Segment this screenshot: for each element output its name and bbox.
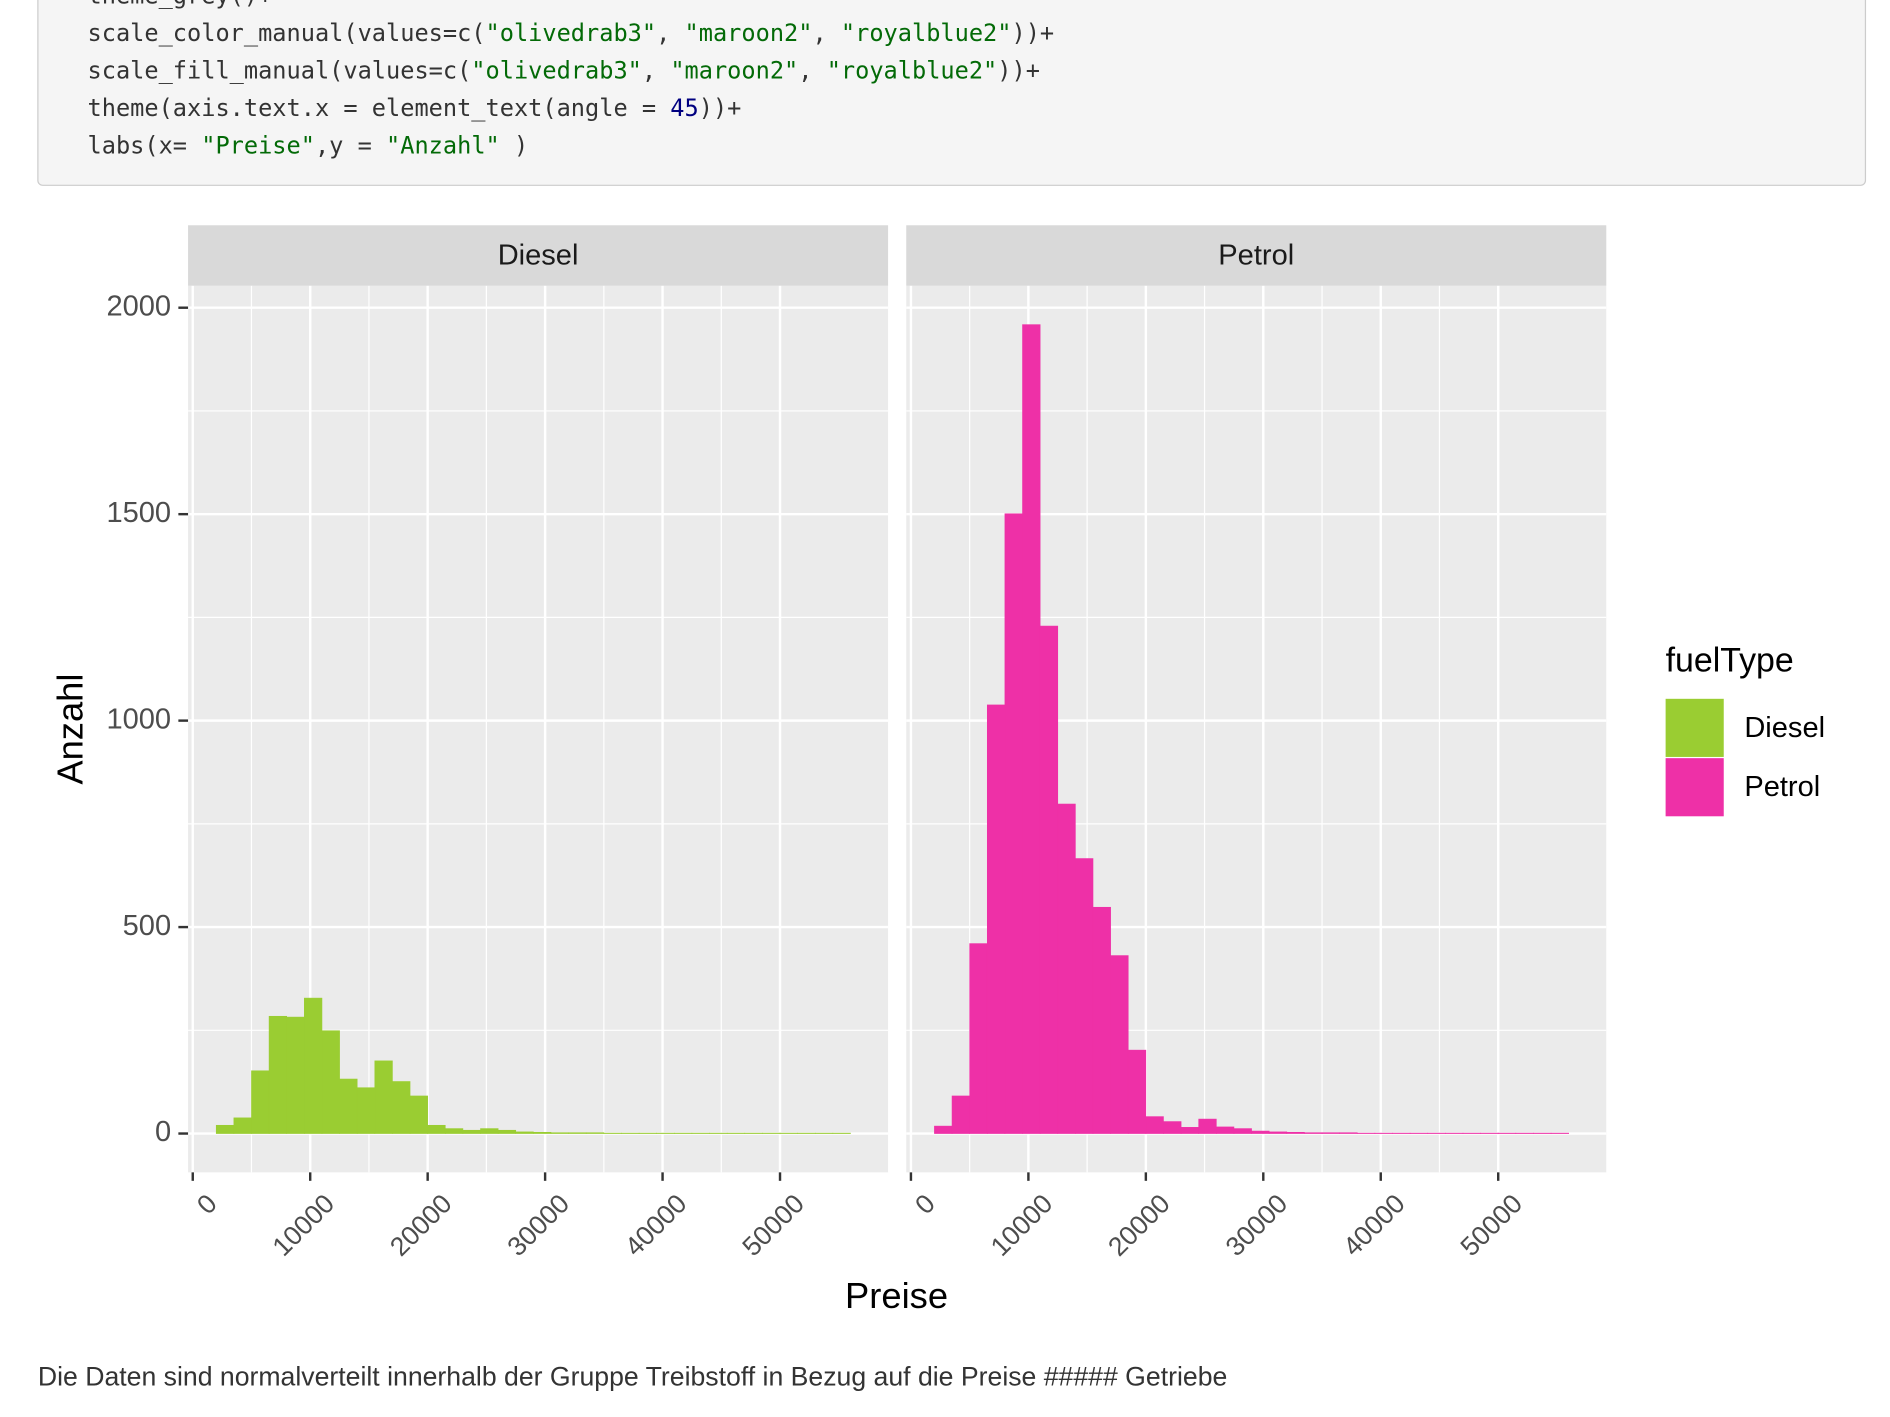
x-tick-label: 0: [191, 1188, 223, 1220]
bar: [1004, 513, 1023, 1134]
bar: [1286, 1131, 1305, 1134]
y-tick-label: 1000: [106, 703, 171, 735]
code-line: labs(x= "Preise",y = "Anzahl" ): [88, 131, 529, 159]
y-tick-label: 500: [123, 910, 171, 942]
code: theme_grey()+ scale_color_manual(values=c…: [88, 0, 1055, 159]
strip: [188, 225, 889, 286]
legend-label: Diesel: [1744, 712, 1825, 744]
bar: [1321, 1132, 1340, 1134]
legend-title: fuelType: [1666, 641, 1794, 679]
y-axis-title: Anzahl: [50, 674, 91, 785]
bar: [934, 1125, 953, 1134]
bar: [1092, 906, 1111, 1134]
bar: [251, 1070, 270, 1134]
bar: [951, 1095, 970, 1134]
code-line: scale_fill_manual(values=c("olivedrab3",…: [88, 56, 1040, 84]
bar: [1304, 1132, 1323, 1134]
bar: [986, 704, 1006, 1134]
bar: [215, 1124, 235, 1134]
legend-key: [1665, 758, 1724, 817]
bar: [480, 1128, 499, 1134]
bar: [1268, 1131, 1288, 1134]
x-tick-label: 20000: [384, 1188, 458, 1262]
bar: [585, 1132, 605, 1134]
x-tick-label: 10000: [985, 1188, 1059, 1262]
y-tick-label: 0: [155, 1116, 171, 1148]
bar: [339, 1078, 358, 1134]
bar: [1233, 1128, 1252, 1134]
legend-key: [1665, 698, 1724, 757]
bar: [1145, 1116, 1164, 1134]
bar: [568, 1132, 587, 1134]
bar: [533, 1131, 552, 1134]
y-tick-label: 1500: [106, 497, 171, 529]
bar: [550, 1132, 569, 1134]
x-tick-label: 30000: [501, 1188, 575, 1262]
y-tick-label: 2000: [106, 290, 171, 322]
code-line: theme(axis.text.x = element_text(angle =…: [88, 94, 742, 122]
bar: [1339, 1132, 1358, 1134]
code-line: theme_grey()+: [88, 0, 273, 9]
bar: [374, 1060, 393, 1134]
bar: [1110, 955, 1129, 1134]
x-tick-label: 10000: [267, 1188, 341, 1262]
code-block: [37, 0, 1867, 186]
bar: [1039, 625, 1059, 1134]
bar: [1216, 1126, 1235, 1134]
bar: [1251, 1130, 1270, 1134]
x-tick-label: 0: [909, 1188, 941, 1220]
bar: [1075, 858, 1094, 1134]
strip: [906, 225, 1607, 286]
strip-label: Petrol: [1218, 239, 1294, 271]
bar: [233, 1117, 252, 1134]
bar: [1057, 803, 1076, 1134]
bar: [444, 1128, 464, 1134]
bar: [427, 1124, 446, 1134]
code-line: scale_color_manual(values=c("olivedrab3"…: [88, 18, 1055, 46]
bar: [1022, 324, 1041, 1134]
x-tick-label: 30000: [1220, 1188, 1294, 1262]
bar: [1163, 1121, 1182, 1134]
x-tick-label: 40000: [1337, 1188, 1411, 1262]
x-tick-label: 50000: [1455, 1188, 1529, 1262]
bar: [1198, 1118, 1217, 1134]
bar: [304, 997, 323, 1134]
bar: [286, 1016, 305, 1134]
bar: [462, 1129, 481, 1134]
bar: [356, 1087, 376, 1134]
legend-label: Petrol: [1744, 771, 1820, 803]
strip-label: Diesel: [498, 239, 579, 271]
bar: [409, 1095, 428, 1134]
paragraph: Die Daten sind normalverteilt innerhalb …: [38, 1361, 1227, 1391]
x-tick-label: 40000: [619, 1188, 693, 1262]
bar: [497, 1129, 517, 1134]
bar: [1127, 1049, 1147, 1134]
x-tick-label: 20000: [1102, 1188, 1176, 1262]
x-tick-label: 50000: [736, 1188, 810, 1262]
bar: [1180, 1127, 1200, 1134]
bar: [515, 1131, 534, 1134]
x-axis-title: Preise: [845, 1275, 948, 1316]
bar: [969, 943, 988, 1134]
bar: [321, 1030, 340, 1134]
bar: [268, 1015, 288, 1134]
bar: [392, 1081, 411, 1134]
